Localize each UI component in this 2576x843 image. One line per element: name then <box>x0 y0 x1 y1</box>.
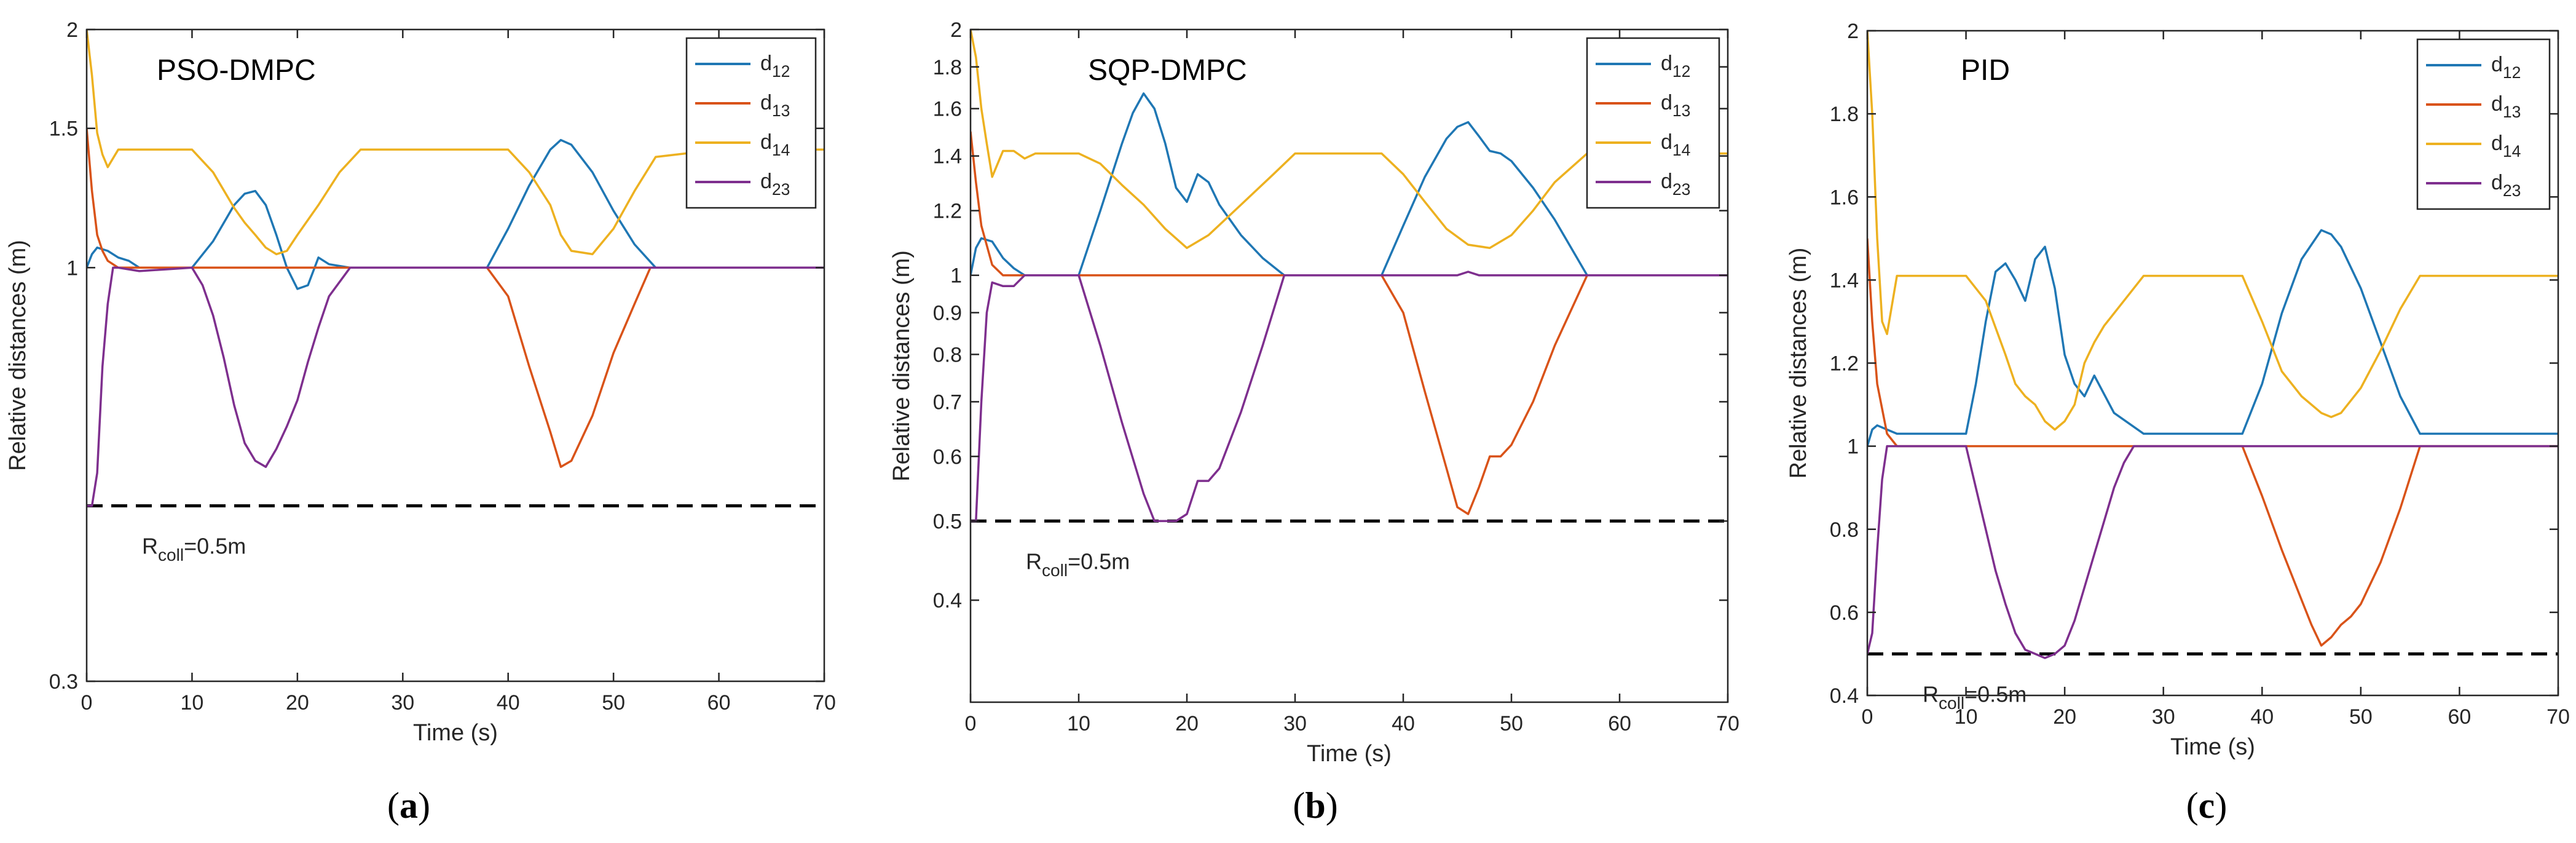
x-tick-label: 50 <box>2349 705 2373 729</box>
y-tick-label: 1.8 <box>933 56 962 79</box>
x-tick-label: 40 <box>497 691 520 714</box>
x-tick-label: 50 <box>1500 712 1523 735</box>
legend-label-d23: d23 <box>760 170 790 199</box>
x-tick-label: 10 <box>1067 712 1090 735</box>
y-tick-label: 1.6 <box>933 98 962 121</box>
y-tick-label: 2 <box>66 18 78 42</box>
y-axis-label: Relative distances (m) <box>5 240 31 471</box>
x-tick-label: 60 <box>1608 712 1631 735</box>
chart-panel-3: 0 10 20 30 40 50 60 70 0.4 0.6 0.8 1 1.2 1.4 1.6 1.8 2 Ti… <box>1786 20 2570 826</box>
chart-panel-1: 0 10 20 30 40 50 60 70 0.3 1 1.5 2 Time (s) Relative … <box>5 18 836 826</box>
y-tick-label: 1.2 <box>933 200 962 223</box>
x-tick-label: 70 <box>813 691 836 714</box>
y-tick-label: 1.4 <box>933 145 962 168</box>
y-tick-label: 2 <box>950 18 962 42</box>
collision-threshold-label: Rcoll=0.5m <box>1026 548 1130 580</box>
legend: d12 d13 d14 d23 <box>2416 38 2551 210</box>
x-axis-label: Time (s) <box>413 720 498 746</box>
y-tick-label: 1 <box>950 264 962 288</box>
plot-area-frame <box>969 28 1729 703</box>
chart-title: PID <box>1961 54 2010 87</box>
legend-label-d23: d23 <box>2491 171 2521 200</box>
panel-caption: (c) <box>2186 785 2227 826</box>
y-tick-label: 1.4 <box>1830 269 1859 292</box>
legend-box <box>1586 37 1720 209</box>
legend-label-d12: d12 <box>760 52 790 81</box>
legend: d12 d13 d14 d23 <box>1586 37 1720 209</box>
x-axis-label: Time (s) <box>1307 741 1392 767</box>
x-tick-label: 70 <box>1716 712 1739 735</box>
x-tick-label: 20 <box>1175 712 1199 735</box>
legend-label-d13: d13 <box>760 91 790 120</box>
x-tick-label: 40 <box>1392 712 1415 735</box>
y-tick-label: 1.6 <box>1830 186 1859 209</box>
x-tick-label: 30 <box>391 691 414 714</box>
chart-panel-2: 0 10 20 30 40 50 60 70 0.4 0.5 0.6 0.7 0.8 0.9 1 1.2 1.4… <box>889 18 1739 826</box>
legend-label-d13: d13 <box>2491 92 2521 121</box>
series-line-d12 <box>1867 229 2558 447</box>
legend: d12 d13 d14 d23 <box>685 37 817 209</box>
x-tick-label: 10 <box>1955 705 1978 729</box>
legend-box <box>2416 38 2551 210</box>
x-tick-label: 30 <box>1283 712 1307 735</box>
y-tick-label: 0.4 <box>933 589 962 612</box>
chart-title: SQP-DMPC <box>1088 54 1247 87</box>
y-tick-label: 0.5 <box>933 510 962 533</box>
y-tick-label: 1 <box>66 256 78 280</box>
y-tick-label: 2 <box>1847 20 1859 43</box>
y-tick-label: 1 <box>1847 435 1859 459</box>
legend-label-d23: d23 <box>1661 170 1690 199</box>
y-tick-label: 1.5 <box>49 117 78 141</box>
legend-label-d14: d14 <box>760 130 790 159</box>
series-line-d13 <box>971 131 1728 515</box>
collision-threshold-label: Rcoll=0.5m <box>1923 681 2027 713</box>
x-tick-label: 20 <box>286 691 309 714</box>
plot-area-frame <box>85 28 825 683</box>
series-line-d23 <box>1867 445 2558 659</box>
y-tick-label: 1.2 <box>1830 352 1859 376</box>
series-line-d14 <box>1867 31 2558 431</box>
legend-box <box>685 37 817 209</box>
x-tick-label: 0 <box>81 691 93 714</box>
y-tick-label: 0.9 <box>933 301 962 325</box>
legend-label-d14: d14 <box>2491 132 2521 160</box>
y-axis-label: Relative distances (m) <box>1786 248 1811 479</box>
series-line-d14 <box>87 30 824 256</box>
legend-label-d13: d13 <box>1661 91 1690 120</box>
y-tick-label: 0.8 <box>933 343 962 366</box>
x-axis-label: Time (s) <box>2170 734 2255 760</box>
legend-label-d12: d12 <box>2491 53 2521 82</box>
y-tick-label: 0.7 <box>933 390 962 414</box>
chart-title: PSO-DMPC <box>157 54 316 87</box>
series-line-d13 <box>87 128 824 469</box>
y-tick-label: 1.8 <box>1830 103 1859 126</box>
x-tick-label: 70 <box>2546 705 2570 729</box>
y-tick-label: 0.3 <box>49 670 78 694</box>
x-tick-label: 50 <box>602 691 625 714</box>
x-tick-label: 10 <box>181 691 204 714</box>
y-tick-label: 0.6 <box>933 445 962 469</box>
collision-threshold-label: Rcoll=0.5m <box>142 534 246 565</box>
x-tick-label: 60 <box>707 691 731 714</box>
y-tick-label: 0.8 <box>1830 518 1859 542</box>
y-axis-label: Relative distances (m) <box>889 250 915 481</box>
x-tick-label: 20 <box>2053 705 2076 729</box>
x-tick-label: 60 <box>2448 705 2472 729</box>
x-tick-label: 40 <box>2250 705 2274 729</box>
legend-label-d12: d12 <box>1661 52 1690 81</box>
series-line-d23 <box>971 271 1728 523</box>
x-tick-label: 0 <box>965 712 977 735</box>
series-line-d14 <box>971 30 1728 250</box>
legend-label-d14: d14 <box>1661 130 1690 159</box>
y-tick-label: 0.6 <box>1830 601 1859 625</box>
series-line-d23 <box>87 266 824 507</box>
panel-caption: (a) <box>387 785 430 826</box>
series-line-d13 <box>1867 238 2558 647</box>
panel-caption: (b) <box>1293 785 1337 826</box>
x-tick-label: 0 <box>1862 705 1873 729</box>
y-tick-label: 0.4 <box>1830 684 1859 708</box>
x-tick-label: 30 <box>2152 705 2175 729</box>
